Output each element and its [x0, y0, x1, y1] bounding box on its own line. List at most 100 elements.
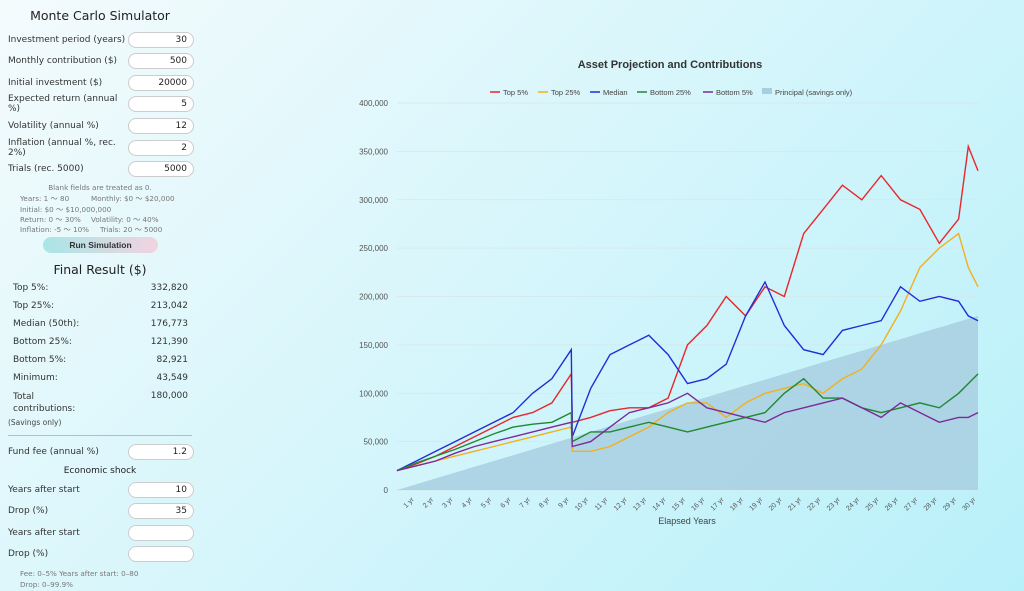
series-line-top-25- [396, 232, 979, 472]
input-field[interactable] [128, 75, 194, 91]
x-tick-label: 24 yr [845, 496, 861, 512]
legend-label: Top 5% [503, 88, 528, 97]
input-row: Expected return (annual %) [8, 94, 194, 114]
input-field[interactable] [128, 32, 194, 48]
legend-label: Bottom 5% [716, 88, 753, 97]
x-tick-label: 25 yr [865, 496, 881, 512]
result-value: 121,390 [150, 337, 188, 347]
x-tick-label: 30 yr [961, 496, 977, 512]
result-value: 180,000 [150, 391, 188, 401]
shock-row: Years after start [8, 524, 194, 542]
input-label: Trials (rec. 5000) [8, 164, 84, 174]
x-tick-label: 4 yr [461, 496, 475, 510]
result-label: Total [13, 392, 35, 402]
result-row: Minimum: 43,549 [13, 373, 188, 383]
x-tick-label: 11 yr [594, 496, 610, 512]
x-tick-label: 27 yr [903, 496, 919, 512]
input-field[interactable] [128, 96, 194, 112]
result-value: 332,820 [150, 283, 188, 293]
x-tick-label: 17 yr [710, 496, 726, 512]
x-tick-label: 10 yr [574, 496, 590, 512]
shock-input[interactable] [128, 482, 194, 498]
asset-projection-chart: Asset Projection and Contributions 0 50,00… [359, 59, 979, 526]
result-value: 82,921 [156, 355, 189, 365]
shock-row: Drop (%) [8, 545, 194, 563]
result-label: Median (50th): [13, 319, 80, 329]
shock-hint-2: Drop: 0–99.9% [20, 580, 73, 589]
divider [8, 435, 192, 436]
x-tick-label: 2 yr [422, 496, 436, 510]
input-label: Investment period (years) [8, 35, 126, 45]
input-row: Investment period (years) [8, 31, 194, 49]
x-tick-label: 22 yr [807, 496, 823, 512]
input-label: Volatility (annual %) [8, 121, 99, 131]
result-value: 176,773 [150, 319, 188, 329]
result-row: Bottom 5%: 82,921 [13, 355, 188, 365]
result-row: Top 25%: 213,042 [13, 301, 188, 311]
run-simulation-button[interactable]: Run Simulation [43, 237, 158, 253]
shock-input[interactable] [128, 525, 194, 541]
x-tick-label: 18 yr [729, 496, 745, 512]
x-tick-label: 6 yr [499, 496, 513, 510]
x-tick-label: 8 yr [538, 496, 552, 510]
input-field[interactable] [128, 118, 194, 134]
economic-shock-title: Economic shock [63, 466, 137, 476]
x-tick-label: 23 yr [826, 496, 842, 512]
y-tick-label: 200,000 [359, 293, 388, 302]
result-label: Top 5%: [13, 283, 49, 293]
y-tick-label: 50,000 [364, 438, 389, 447]
x-tick-label: 19 yr [748, 496, 764, 512]
hint-return: Return: 0 〜 30% [20, 215, 81, 224]
x-tick-label: 20 yr [768, 496, 784, 512]
input-field[interactable] [128, 53, 194, 69]
x-tick-label: 16 yr [690, 496, 706, 512]
shock-input[interactable] [128, 546, 194, 562]
y-tick-label: 100,000 [359, 389, 388, 398]
x-tick-label: 7 yr [519, 496, 533, 510]
hint-years: Years: 1 〜 80 [20, 194, 70, 203]
y-tick-label: 250,000 [359, 244, 388, 253]
shock-hint-1: Fee: 0–5% Years after start: 0–80 [20, 569, 139, 578]
input-field[interactable] [128, 161, 194, 177]
input-field[interactable] [128, 140, 194, 156]
shock-input[interactable] [128, 503, 194, 519]
result-label: Bottom 5%: [13, 355, 67, 365]
result-label: Minimum: [13, 373, 58, 383]
fund-fee-input[interactable] [128, 444, 194, 460]
hint-trials: Trials: 20 〜 5000 [100, 225, 163, 234]
input-row: Initial investment ($) [8, 74, 194, 92]
legend-label: Principal (savings only) [775, 88, 853, 97]
series-line-bottom-5- [396, 392, 979, 472]
x-tick-label: 1 yr [403, 496, 417, 510]
hint-initial: Initial: $0 〜 $10,000,000 [20, 205, 112, 214]
input-row: Monthly contribution ($) [8, 52, 194, 70]
control-panel: Monte Carlo Simulator Investment period … [0, 0, 200, 591]
x-tick-label: 28 yr [923, 496, 939, 512]
result-row: Median (50th): 176,773 [13, 319, 188, 329]
fund-fee-label: Fund fee (annual %) [8, 447, 99, 457]
y-tick-label: 400,000 [359, 99, 388, 108]
x-tick-label: 15 yr [671, 496, 687, 512]
x-tick-label: 26 yr [884, 496, 900, 512]
y-tick-label: 0 [384, 486, 389, 495]
series-line-top-5- [396, 143, 979, 472]
legend-swatch [762, 88, 772, 94]
x-tick-label: 3 yr [441, 496, 455, 510]
y-tick-label: 150,000 [359, 341, 388, 350]
x-tick-label: 29 yr [942, 496, 958, 512]
shock-label: Years after start [8, 528, 80, 538]
input-row: Inflation (annual %, rec. 2%) [8, 138, 194, 158]
chart-title: Asset Projection and Contributions [578, 59, 763, 71]
input-label: Inflation (annual %, rec. 2%) [8, 138, 116, 158]
y-tick-label: 300,000 [359, 196, 388, 205]
result-value: 43,549 [156, 373, 189, 383]
shock-label: Drop (%) [8, 506, 49, 516]
x-tick-label: 13 yr [632, 496, 648, 512]
input-label: Expected return (annual %) [8, 94, 118, 114]
hint-monthly: Monthly: $0 〜 $20,000 [91, 194, 175, 203]
x-tick-label: 14 yr [652, 496, 668, 512]
x-axis-label: Elapsed Years [658, 516, 716, 526]
x-tick-label: 9 yr [558, 496, 572, 510]
fund-fee-row: Fund fee (annual %) [8, 443, 194, 461]
x-tick-label: 5 yr [480, 496, 494, 510]
